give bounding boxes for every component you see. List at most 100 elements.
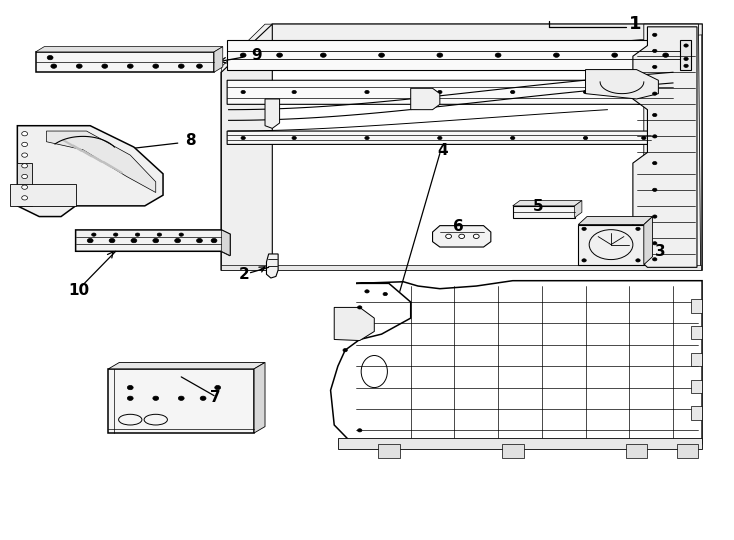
Polygon shape [266, 254, 278, 278]
Circle shape [197, 239, 203, 243]
Circle shape [383, 293, 388, 296]
Circle shape [277, 53, 283, 57]
Circle shape [582, 227, 586, 231]
Circle shape [92, 233, 96, 236]
Circle shape [109, 239, 115, 243]
Circle shape [47, 56, 53, 60]
Circle shape [292, 137, 297, 140]
Polygon shape [691, 299, 702, 313]
Polygon shape [578, 225, 644, 265]
Circle shape [51, 64, 57, 68]
Circle shape [343, 348, 347, 352]
Circle shape [178, 64, 184, 68]
Polygon shape [46, 131, 156, 192]
Circle shape [22, 164, 28, 168]
Circle shape [582, 259, 586, 262]
Polygon shape [378, 444, 400, 458]
Circle shape [200, 396, 206, 400]
Circle shape [653, 135, 657, 138]
Circle shape [511, 137, 515, 140]
Circle shape [179, 233, 184, 236]
Polygon shape [680, 40, 691, 70]
Polygon shape [330, 281, 702, 444]
Circle shape [127, 386, 133, 390]
Polygon shape [35, 46, 222, 52]
Polygon shape [109, 369, 254, 433]
Circle shape [459, 234, 465, 239]
Circle shape [653, 161, 657, 165]
Text: 5: 5 [533, 199, 544, 214]
Polygon shape [575, 200, 582, 218]
Polygon shape [222, 265, 701, 270]
Polygon shape [35, 52, 214, 72]
Polygon shape [644, 24, 701, 270]
Text: 7: 7 [210, 390, 221, 404]
Circle shape [636, 259, 640, 262]
Circle shape [127, 64, 133, 68]
Polygon shape [502, 444, 523, 458]
Circle shape [446, 234, 451, 239]
Circle shape [292, 90, 297, 93]
Circle shape [22, 195, 28, 200]
Circle shape [653, 92, 657, 95]
Polygon shape [512, 206, 575, 218]
Polygon shape [691, 326, 702, 340]
Text: 10: 10 [69, 283, 90, 298]
Circle shape [127, 396, 133, 400]
Circle shape [649, 90, 653, 93]
Circle shape [653, 242, 657, 245]
Circle shape [178, 396, 184, 400]
Polygon shape [338, 438, 702, 449]
Circle shape [495, 53, 501, 57]
Polygon shape [578, 217, 653, 225]
Polygon shape [227, 131, 666, 144]
Circle shape [22, 153, 28, 157]
Polygon shape [691, 380, 702, 393]
Polygon shape [214, 46, 222, 72]
Circle shape [215, 386, 221, 390]
Circle shape [473, 234, 479, 239]
Polygon shape [18, 163, 32, 206]
Circle shape [240, 53, 246, 57]
Circle shape [653, 215, 657, 218]
Polygon shape [411, 88, 440, 110]
Polygon shape [222, 24, 272, 270]
Circle shape [653, 188, 657, 192]
Circle shape [320, 53, 326, 57]
Polygon shape [586, 70, 658, 99]
Circle shape [22, 142, 28, 146]
Circle shape [22, 132, 28, 136]
Polygon shape [109, 362, 265, 369]
Polygon shape [644, 217, 653, 265]
Circle shape [135, 233, 139, 236]
Circle shape [437, 137, 442, 140]
Circle shape [365, 137, 369, 140]
Circle shape [684, 57, 688, 60]
Polygon shape [10, 185, 76, 206]
Text: 8: 8 [186, 133, 196, 148]
Polygon shape [222, 230, 230, 255]
Circle shape [22, 174, 28, 179]
Circle shape [437, 53, 443, 57]
Text: 6: 6 [453, 219, 463, 234]
Polygon shape [76, 230, 230, 255]
Circle shape [357, 306, 362, 309]
Polygon shape [432, 226, 491, 247]
Circle shape [584, 90, 588, 93]
Polygon shape [222, 24, 702, 270]
Polygon shape [265, 99, 280, 129]
Circle shape [636, 227, 640, 231]
Circle shape [157, 233, 161, 236]
Text: 1: 1 [629, 15, 642, 33]
Circle shape [511, 90, 515, 93]
Polygon shape [227, 40, 691, 70]
Circle shape [76, 64, 82, 68]
Circle shape [611, 53, 617, 57]
Circle shape [114, 233, 118, 236]
Polygon shape [18, 126, 163, 217]
Circle shape [684, 44, 688, 47]
Circle shape [365, 90, 369, 93]
Polygon shape [254, 362, 265, 433]
Circle shape [653, 49, 657, 52]
Polygon shape [691, 353, 702, 366]
